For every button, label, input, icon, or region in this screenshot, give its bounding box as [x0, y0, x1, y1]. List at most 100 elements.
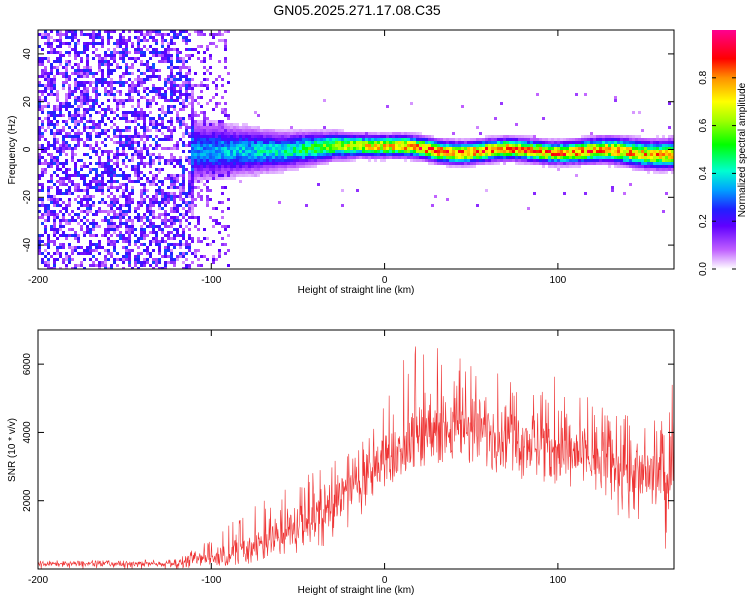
spectrogram-cell: [431, 159, 434, 162]
spectrogram-cell: [638, 165, 641, 168]
spectrogram-cell: [647, 153, 650, 156]
spectrogram-cell: [671, 168, 674, 171]
spectrogram-cell: [104, 123, 107, 126]
spectrogram-cell: [563, 192, 566, 195]
spectrogram-cell: [350, 135, 353, 138]
spectrogram-cell: [323, 150, 326, 153]
spectrogram-cell: [209, 168, 212, 171]
spectrogram-cell: [68, 45, 71, 48]
spectrogram-cell: [113, 153, 116, 156]
spectrogram-cell: [56, 237, 59, 240]
spectrogram-cell: [230, 153, 233, 156]
spectrogram-cell: [71, 252, 74, 255]
spectrogram-cell: [422, 150, 425, 153]
spectrogram-cell: [521, 147, 524, 150]
spectrogram-cell: [569, 147, 572, 150]
spectrogram-cell: [521, 138, 524, 141]
spectrogram-cell: [614, 147, 617, 150]
spectrogram-cell: [164, 246, 167, 249]
spectrogram-cell: [497, 147, 500, 150]
spectrogram-cell: [155, 30, 158, 33]
spectrogram-cell: [437, 144, 440, 147]
spectrogram-cell: [257, 165, 260, 168]
spectrogram-cell: [584, 147, 587, 150]
spectrogram-cell: [77, 123, 80, 126]
spectrogram-cell: [596, 153, 599, 156]
spectrogram-cell: [233, 132, 236, 135]
spectrogram-cell: [206, 84, 209, 87]
spectrogram-cell: [77, 39, 80, 42]
spectrogram-cell: [218, 141, 221, 144]
spectrogram-cell: [47, 219, 50, 222]
spectrogram-cell: [170, 66, 173, 69]
spectrogram-cell: [380, 135, 383, 138]
spectrogram-cell: [647, 144, 650, 147]
spectrogram-cell: [188, 156, 191, 159]
spectrogram-cell: [227, 117, 230, 120]
spectrogram-cell: [53, 201, 56, 204]
spectrogram-cell: [545, 147, 548, 150]
spectrogram-cell: [152, 204, 155, 207]
spectrogram-cell: [86, 246, 89, 249]
spectrogram-cell: [140, 225, 143, 228]
spectrogram-cell: [116, 240, 119, 243]
spectrogram-cell: [185, 90, 188, 93]
spectrogram-cell: [74, 174, 77, 177]
spectrogram-cell: [107, 90, 110, 93]
spectrogram-cell: [134, 258, 137, 261]
spectrogram-cell: [515, 156, 518, 159]
spectrogram-cell: [59, 180, 62, 183]
spectrogram-cell: [110, 201, 113, 204]
spectrogram-cell: [365, 153, 368, 156]
spectrogram-cell: [632, 165, 635, 168]
spectrogram-cell: [221, 120, 224, 123]
spectrogram-cell: [563, 159, 566, 162]
spectrogram-cell: [566, 159, 569, 162]
spectrogram-cell: [128, 264, 131, 267]
spectrogram-cell: [362, 150, 365, 153]
spectrogram-cell: [191, 153, 194, 156]
spectrogram-cell: [617, 150, 620, 153]
spectrogram-cell: [116, 156, 119, 159]
spectrogram-cell: [533, 162, 536, 165]
spectrogram-cell: [329, 144, 332, 147]
spectrogram-cell: [182, 192, 185, 195]
spectrogram-cell: [557, 162, 560, 165]
spectrogram-cell: [419, 141, 422, 144]
spectrogram-cell: [95, 123, 98, 126]
spectrogram-cell: [164, 93, 167, 96]
spectrogram-cell: [395, 156, 398, 159]
spectrogram-cell: [86, 120, 89, 123]
spectrogram-cell: [650, 144, 653, 147]
spectrogram-cell: [224, 123, 227, 126]
spectrogram-cell: [122, 117, 125, 120]
spectrogram-cell: [269, 156, 272, 159]
spectrogram-cell: [47, 93, 50, 96]
spectrogram-cell: [212, 81, 215, 84]
spectrogram-cell: [146, 99, 149, 102]
spectrogram-cell: [305, 129, 308, 132]
spectrogram-cell: [497, 135, 500, 138]
spectrogram-cell: [260, 156, 263, 159]
spectrogram-cell: [260, 147, 263, 150]
spectrogram-cell: [665, 156, 668, 159]
spectrogram-cell: [587, 141, 590, 144]
spectrogram-cell: [548, 150, 551, 153]
spectrogram-cell: [38, 240, 41, 243]
spectrogram-cell: [476, 204, 479, 207]
spectrogram-cell: [134, 36, 137, 39]
spectrogram-cell: [125, 225, 128, 228]
spectrogram-cell: [515, 123, 518, 126]
spectrogram-cell: [110, 174, 113, 177]
spectrogram-cell: [476, 141, 479, 144]
spectrogram-cell: [44, 261, 47, 264]
spectrogram-cell: [527, 138, 530, 141]
spectrogram-cell: [47, 207, 50, 210]
spectrogram-cell: [38, 75, 41, 78]
spectrogram-cell: [50, 114, 53, 117]
spectrogram-cell: [659, 165, 662, 168]
spectrogram-cell: [287, 129, 290, 132]
spectrogram-cell: [530, 147, 533, 150]
spectrogram-cell: [113, 99, 116, 102]
spectrogram-cell: [638, 141, 641, 144]
